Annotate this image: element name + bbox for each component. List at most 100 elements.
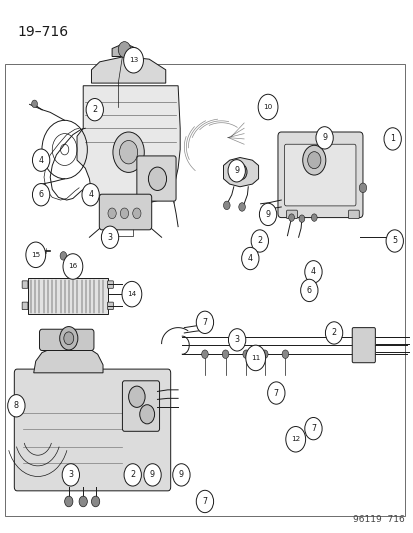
Text: 7: 7: [273, 389, 278, 398]
Circle shape: [288, 214, 294, 221]
Circle shape: [223, 201, 230, 209]
Circle shape: [385, 230, 402, 252]
Text: 4: 4: [38, 156, 43, 165]
Text: 7: 7: [202, 497, 207, 506]
Text: 15: 15: [31, 252, 40, 258]
Text: 2: 2: [331, 328, 336, 337]
Text: 1: 1: [389, 134, 394, 143]
Polygon shape: [77, 86, 180, 204]
FancyBboxPatch shape: [122, 381, 159, 431]
Text: 10: 10: [263, 104, 272, 110]
Circle shape: [144, 464, 161, 486]
Text: 5: 5: [391, 237, 396, 246]
Circle shape: [79, 496, 87, 507]
Circle shape: [304, 417, 321, 440]
Circle shape: [120, 208, 128, 219]
Circle shape: [128, 386, 145, 407]
Text: 4: 4: [88, 190, 93, 199]
Circle shape: [108, 208, 116, 219]
Circle shape: [172, 464, 190, 486]
Polygon shape: [112, 43, 137, 56]
Circle shape: [298, 215, 304, 222]
Circle shape: [196, 490, 213, 513]
Circle shape: [101, 226, 119, 248]
Circle shape: [124, 464, 141, 486]
Text: 2: 2: [92, 105, 97, 114]
Circle shape: [302, 146, 325, 175]
Circle shape: [26, 242, 45, 268]
Circle shape: [196, 311, 213, 334]
Circle shape: [122, 281, 142, 307]
Polygon shape: [223, 158, 258, 187]
Text: 13: 13: [128, 57, 138, 63]
Text: 12: 12: [290, 437, 299, 442]
Circle shape: [325, 322, 342, 344]
Circle shape: [8, 394, 25, 417]
FancyBboxPatch shape: [284, 144, 355, 206]
Circle shape: [63, 254, 83, 279]
Circle shape: [285, 426, 305, 452]
FancyBboxPatch shape: [14, 369, 170, 491]
Text: 14: 14: [127, 291, 136, 297]
Circle shape: [242, 350, 249, 359]
Circle shape: [358, 183, 366, 192]
Circle shape: [261, 350, 268, 359]
Text: 3: 3: [107, 233, 112, 242]
Circle shape: [133, 208, 141, 219]
Circle shape: [32, 149, 50, 171]
Circle shape: [311, 214, 316, 221]
Text: 7: 7: [310, 424, 315, 433]
FancyBboxPatch shape: [22, 281, 28, 288]
FancyBboxPatch shape: [351, 328, 375, 363]
Circle shape: [140, 405, 154, 424]
Text: 4: 4: [247, 254, 252, 263]
Circle shape: [281, 350, 288, 359]
Circle shape: [259, 203, 276, 225]
Circle shape: [59, 327, 78, 350]
Circle shape: [62, 464, 79, 486]
Text: 6: 6: [306, 286, 311, 295]
Text: 4: 4: [310, 268, 315, 276]
Circle shape: [307, 152, 320, 168]
Text: 3: 3: [68, 471, 73, 479]
Text: 2: 2: [130, 471, 135, 479]
Circle shape: [64, 332, 74, 345]
Circle shape: [258, 94, 277, 120]
Text: 3: 3: [234, 335, 239, 344]
Circle shape: [267, 382, 284, 404]
Circle shape: [228, 329, 245, 351]
Circle shape: [201, 350, 208, 359]
Circle shape: [118, 42, 131, 58]
Polygon shape: [33, 345, 103, 373]
FancyBboxPatch shape: [39, 329, 94, 351]
Circle shape: [82, 183, 99, 206]
Circle shape: [222, 350, 228, 359]
Circle shape: [123, 47, 143, 73]
FancyBboxPatch shape: [348, 210, 358, 219]
Circle shape: [64, 496, 73, 507]
Circle shape: [148, 167, 166, 190]
Circle shape: [119, 141, 138, 164]
FancyBboxPatch shape: [27, 278, 108, 314]
FancyBboxPatch shape: [22, 302, 28, 310]
Text: 7: 7: [202, 318, 207, 327]
Text: 9: 9: [234, 166, 239, 175]
Text: 9: 9: [321, 133, 326, 142]
Text: 96119  716: 96119 716: [352, 515, 404, 524]
Text: 19–716: 19–716: [17, 25, 68, 38]
Text: 6: 6: [38, 190, 43, 199]
Circle shape: [234, 164, 247, 180]
Circle shape: [251, 230, 268, 252]
FancyBboxPatch shape: [107, 302, 113, 310]
Text: 9: 9: [265, 210, 270, 219]
FancyBboxPatch shape: [99, 194, 151, 230]
Circle shape: [304, 261, 321, 283]
Text: 16: 16: [68, 263, 77, 270]
FancyBboxPatch shape: [286, 210, 297, 219]
FancyBboxPatch shape: [137, 156, 176, 201]
Circle shape: [113, 132, 144, 172]
Circle shape: [383, 128, 400, 150]
Circle shape: [31, 100, 37, 108]
FancyBboxPatch shape: [277, 132, 362, 217]
Circle shape: [245, 345, 265, 370]
